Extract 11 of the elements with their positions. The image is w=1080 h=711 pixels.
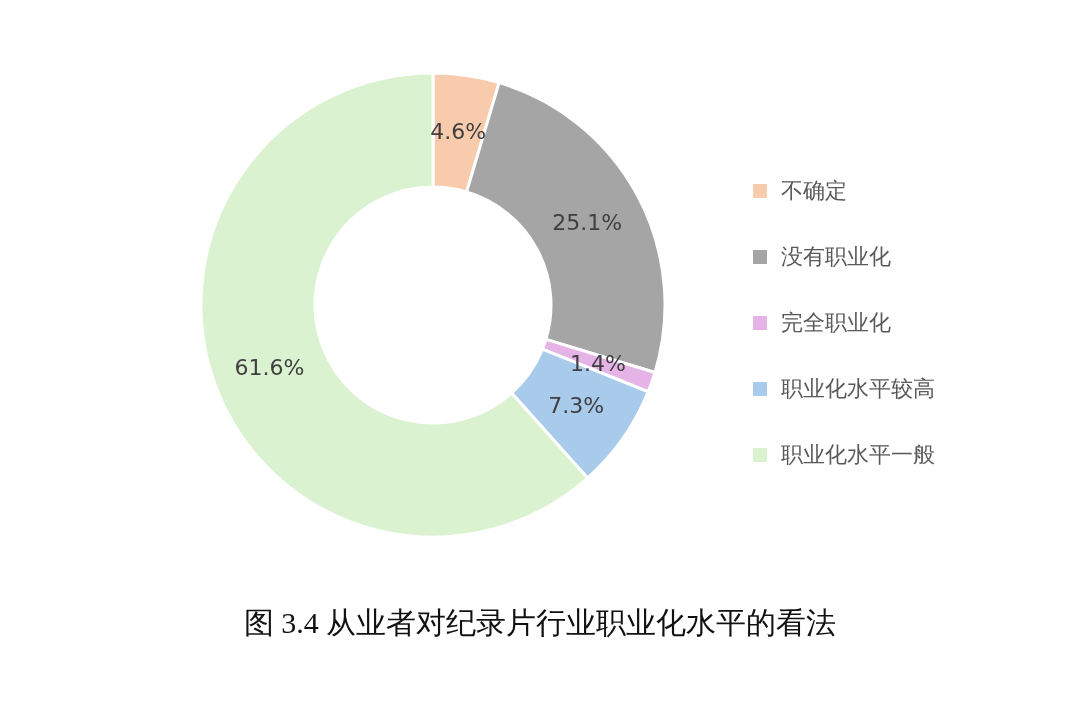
legend-label: 职业化水平一般: [781, 441, 935, 469]
legend-label: 没有职业化: [781, 243, 891, 271]
data-label: 1.4%: [570, 350, 626, 376]
text: 图 3.4 从业者对纪录片行业职业化水平的看法: [242, 605, 838, 641]
legend-label: 职业化水平较高: [781, 375, 935, 403]
legend-label: 完全职业化: [781, 309, 891, 337]
data-label: 4.6%: [430, 119, 487, 145]
data-label: 25.1%: [552, 209, 623, 235]
data-label: 7.3%: [548, 393, 605, 419]
data-label: 61.6%: [234, 354, 305, 380]
legend-label: 不确定: [781, 177, 847, 205]
